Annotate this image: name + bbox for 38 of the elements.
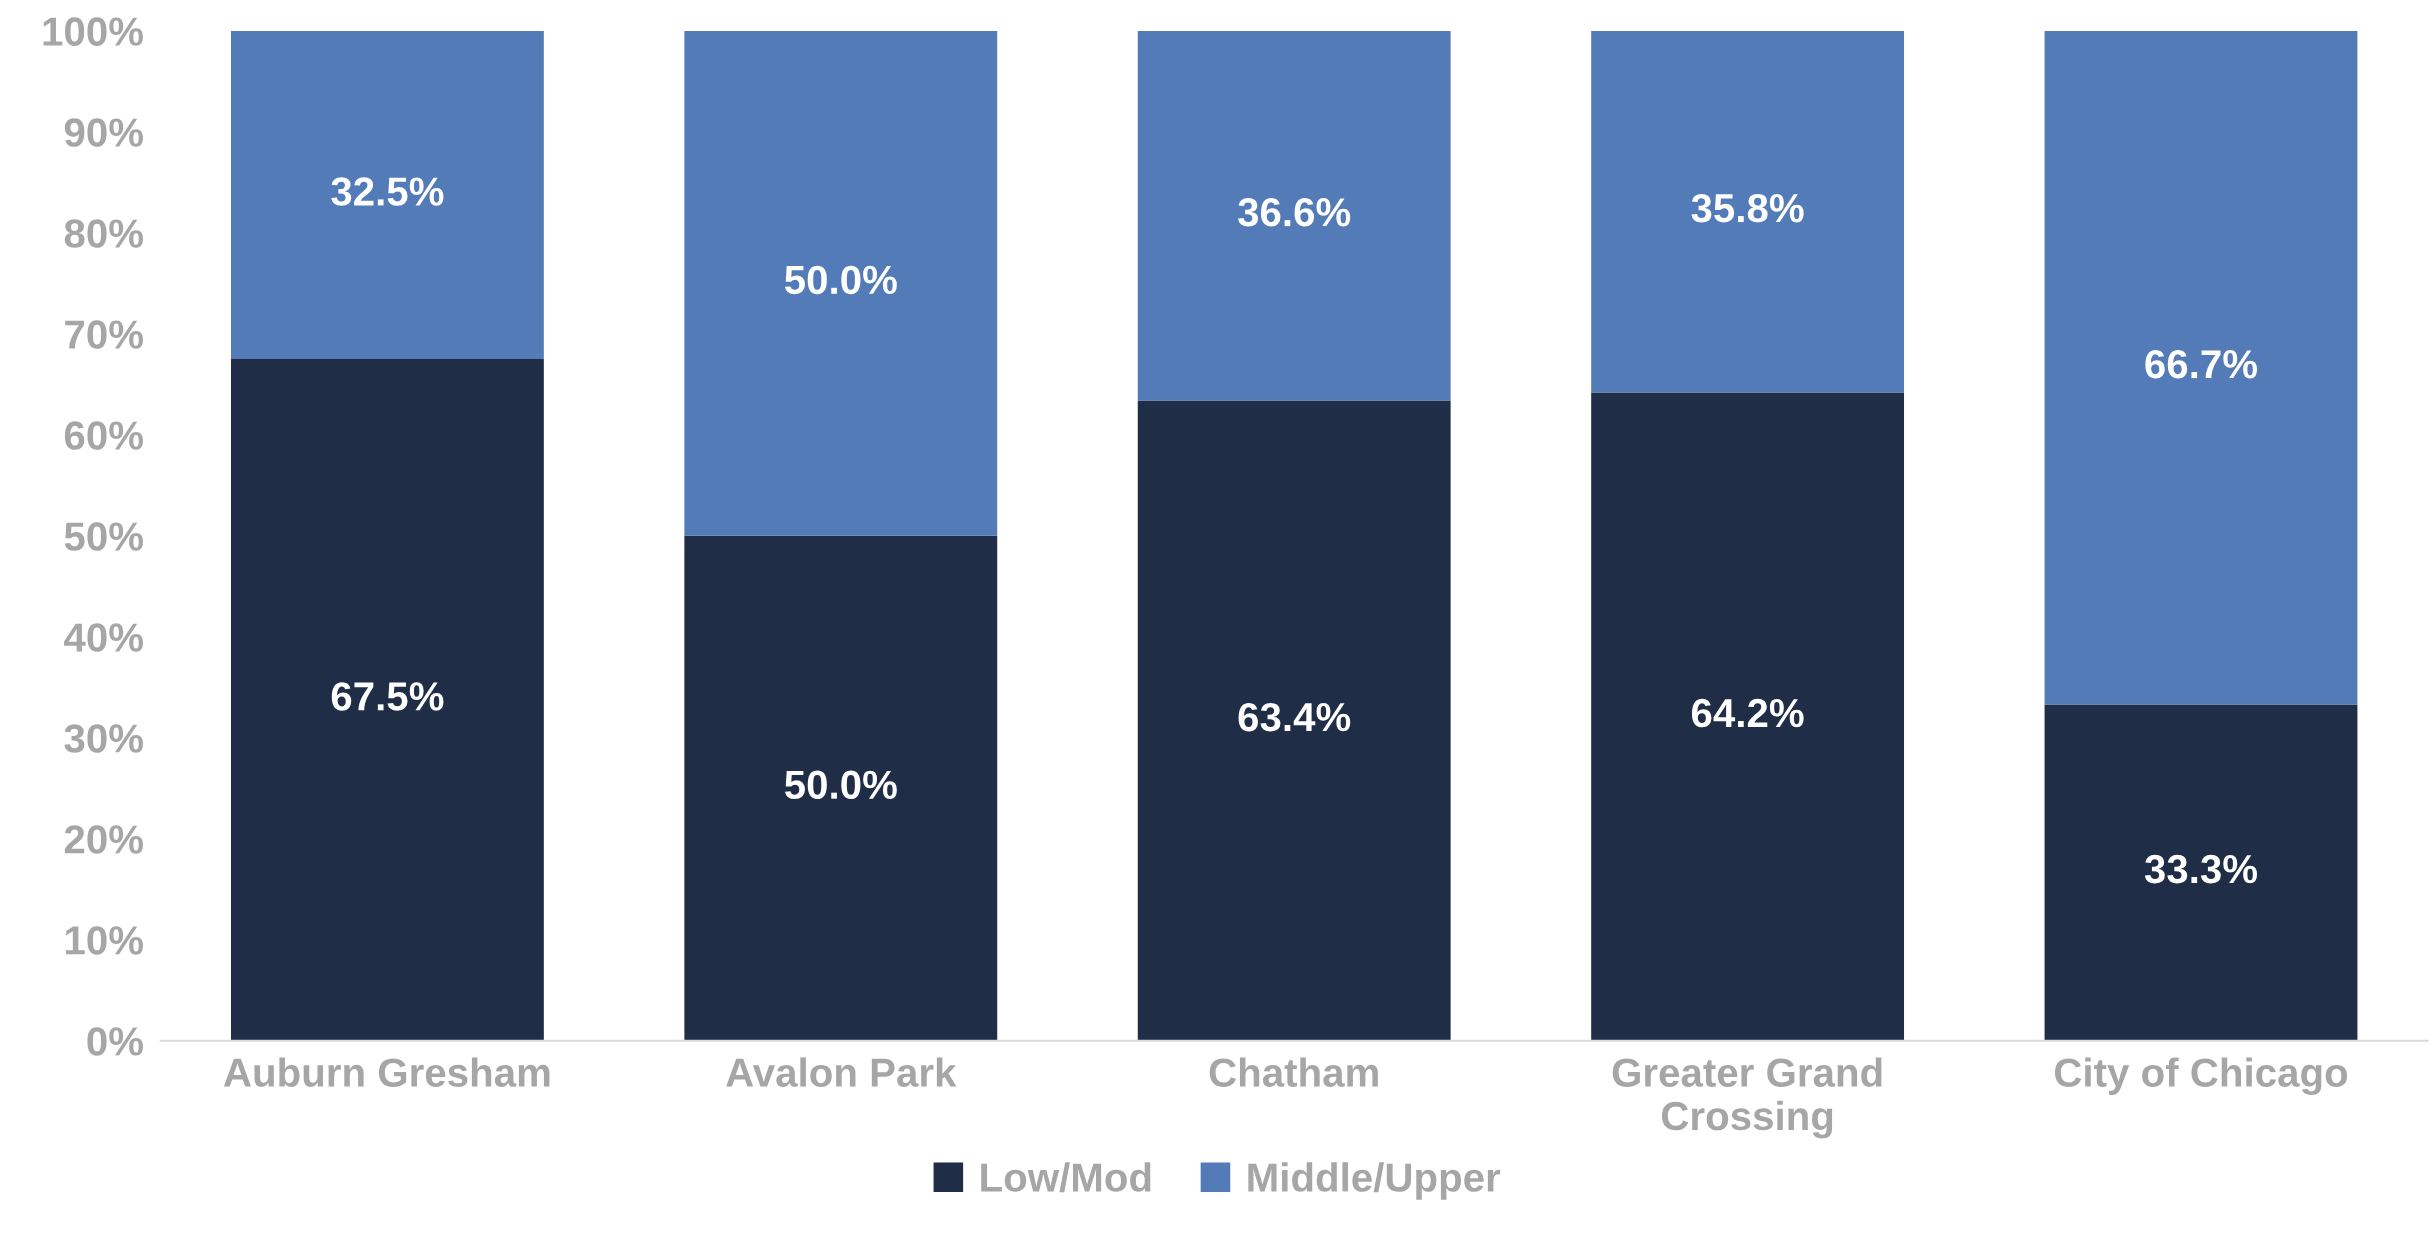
data-label: 66.7%	[2145, 349, 2258, 379]
y-tick-label: 50%	[64, 522, 143, 551]
y-tick-label: 70%	[65, 320, 143, 349]
data-label: 50.0%	[784, 265, 897, 295]
y-tick-label: 30%	[64, 724, 143, 753]
x-tick-label: Avalon Park	[726, 1057, 957, 1087]
y-tick-label: 40%	[64, 623, 143, 652]
data-label: 64.2%	[1691, 698, 1804, 728]
bar	[2044, 704, 2358, 1041]
y-tick-label: 20%	[64, 825, 143, 854]
data-label: 33.3%	[2144, 854, 2258, 884]
y-tick-label: 0%	[87, 1027, 143, 1056]
bar	[1137, 30, 1451, 401]
y-tick-label: 60%	[64, 421, 143, 450]
y-tick-label: 10%	[65, 926, 143, 955]
bar	[1591, 30, 1905, 393]
legend-label: Middle/Upper	[1248, 1162, 1501, 1200]
x-tick-label: City of Chicago	[2054, 1057, 2348, 1096]
bar	[2044, 30, 2358, 705]
y-tick-label: 80%	[64, 219, 143, 248]
bar	[684, 30, 998, 536]
data-label: 63.4%	[1238, 702, 1351, 732]
y-tick-label: 90%	[64, 118, 143, 147]
bar	[1591, 392, 1905, 1041]
bar	[230, 359, 544, 1041]
bar	[230, 30, 544, 360]
x-tick-label: Greater Grand Crossing	[1612, 1057, 1882, 1139]
legend-label: Low/Mod	[981, 1162, 1151, 1193]
y-tick-label: 100%	[43, 17, 143, 46]
data-label: 36.6%	[1238, 197, 1351, 227]
x-tick-label: Chatham	[1209, 1057, 1378, 1087]
data-label: 32.5%	[331, 177, 444, 206]
bar	[1137, 400, 1451, 1041]
bar	[684, 535, 998, 1041]
data-label: 35.8%	[1691, 193, 1804, 223]
x-tick-label: Auburn Gresham	[223, 1057, 550, 1087]
data-label: 50.0%	[784, 770, 897, 800]
data-label: 67.5%	[331, 682, 444, 711]
